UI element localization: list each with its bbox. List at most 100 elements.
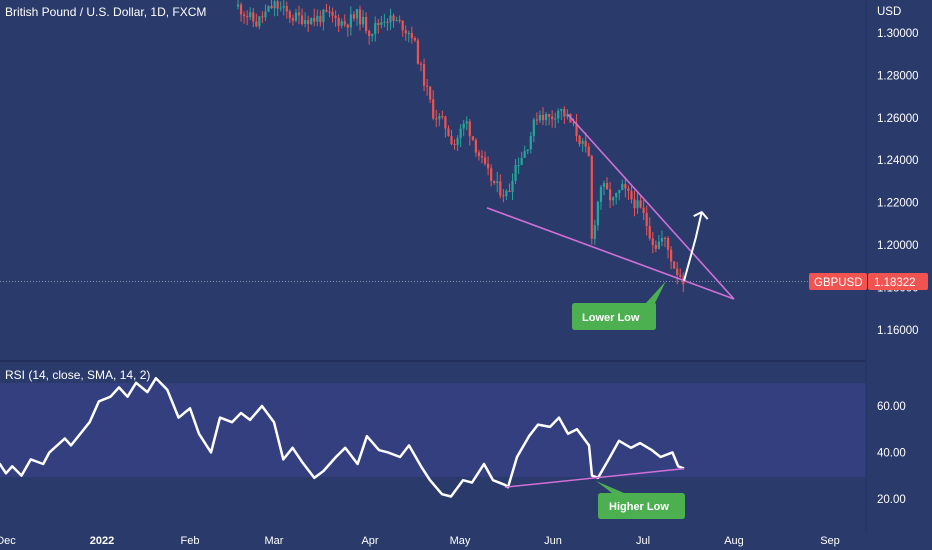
- candle-body: [316, 15, 319, 22]
- candle-body: [264, 11, 267, 18]
- lower-low-label: Lower Low: [582, 312, 640, 324]
- candle-body: [609, 189, 612, 201]
- candle-body: [355, 9, 359, 19]
- candle-body: [300, 15, 304, 24]
- candle-body: [398, 20, 401, 22]
- candle-body: [520, 157, 523, 165]
- candle-body: [554, 118, 557, 120]
- candle-body: [346, 24, 349, 28]
- candle-body: [239, 4, 243, 15]
- candle-body: [322, 9, 325, 23]
- candle-body: [666, 238, 670, 250]
- candle-body: [584, 140, 587, 147]
- candle-body: [236, 4, 240, 7]
- candle-body: [368, 31, 371, 36]
- time-tick-label: Jul: [636, 535, 650, 547]
- candle-body: [642, 207, 645, 214]
- candle-body: [371, 34, 374, 36]
- candle-body: [352, 14, 355, 19]
- candle-body: [575, 123, 578, 136]
- rsi-band: [0, 383, 866, 477]
- candle-body: [624, 184, 627, 189]
- candle-body: [304, 20, 307, 24]
- candle-body: [389, 15, 392, 23]
- candle-body: [599, 186, 603, 202]
- candle-body: [429, 86, 432, 100]
- candle-body: [548, 113, 551, 117]
- candle-body: [343, 21, 346, 25]
- candle-body: [465, 121, 468, 124]
- candle-body: [639, 200, 642, 208]
- candle-body: [313, 17, 316, 22]
- higher-low-label: Higher Low: [609, 501, 669, 513]
- candle-body: [529, 135, 532, 150]
- time-tick-label: Feb: [181, 535, 200, 547]
- candle-body: [468, 121, 471, 137]
- candle-body: [453, 144, 456, 146]
- candle-body: [526, 149, 529, 151]
- candle-body: [401, 20, 404, 31]
- candle-body: [572, 122, 575, 124]
- candlestick-series: [236, 0, 685, 293]
- candle-body: [377, 22, 380, 26]
- candle-body: [602, 183, 606, 187]
- candle-body: [325, 9, 328, 12]
- candle-body: [474, 139, 477, 153]
- candle-body: [477, 152, 481, 156]
- candle-body: [593, 225, 596, 239]
- candle-body: [566, 114, 569, 117]
- candle-body: [511, 180, 514, 192]
- candle-body: [249, 12, 252, 18]
- candle-body: [676, 268, 679, 276]
- candle-body: [590, 155, 593, 239]
- candle-body: [307, 20, 310, 25]
- candle-body: [246, 16, 249, 18]
- candle-body: [627, 188, 630, 192]
- candle-body: [645, 213, 648, 227]
- candle-body: [419, 63, 423, 65]
- time-tick-label: 2022: [90, 535, 114, 547]
- candle-body: [581, 140, 584, 144]
- candle-body: [444, 116, 447, 129]
- lower-low-callout-box: [572, 281, 666, 330]
- rsi-label: RSI (14, close, SMA, 14, 2): [5, 368, 150, 382]
- candle-body: [557, 110, 560, 119]
- candle-body: [395, 20, 398, 22]
- candle-body: [422, 64, 426, 86]
- candle-body: [331, 11, 334, 16]
- candle-body: [544, 113, 548, 121]
- candle-body: [663, 238, 667, 240]
- candle-body: [374, 22, 377, 35]
- time-axis-ticks: Dec 2022 Feb Mar Apr May Jun Jul Aug Sep: [0, 535, 840, 547]
- candle-body: [407, 32, 410, 34]
- candle-body: [349, 14, 352, 28]
- candle-body: [541, 115, 545, 121]
- candle-body: [493, 180, 496, 184]
- candle-body: [657, 241, 660, 249]
- candle-body: [480, 155, 484, 158]
- candle-body: [291, 18, 294, 21]
- candle-body: [361, 16, 365, 25]
- candle-body: [334, 15, 337, 18]
- price-tick-label: 1.30000: [877, 28, 919, 40]
- candle-body: [578, 135, 581, 144]
- price-tick-label: 1.22000: [877, 198, 919, 210]
- candle-body: [261, 16, 264, 18]
- candle-body: [243, 14, 246, 17]
- candle-body: [358, 9, 362, 25]
- candle-body: [456, 138, 459, 145]
- candle-body: [621, 184, 624, 191]
- price-tick-label: 1.26000: [877, 113, 919, 125]
- candle-body: [538, 115, 542, 121]
- rsi-tick-label: 60.00: [877, 401, 906, 413]
- candle-body: [297, 12, 301, 16]
- trendline-lower: [486, 207, 735, 300]
- candle-body: [450, 136, 453, 145]
- candle-body: [413, 38, 416, 41]
- price-tag-value-box: [868, 273, 928, 290]
- price-axis-currency: USD: [877, 6, 901, 18]
- candle-body: [505, 190, 508, 197]
- candle-body: [404, 30, 407, 34]
